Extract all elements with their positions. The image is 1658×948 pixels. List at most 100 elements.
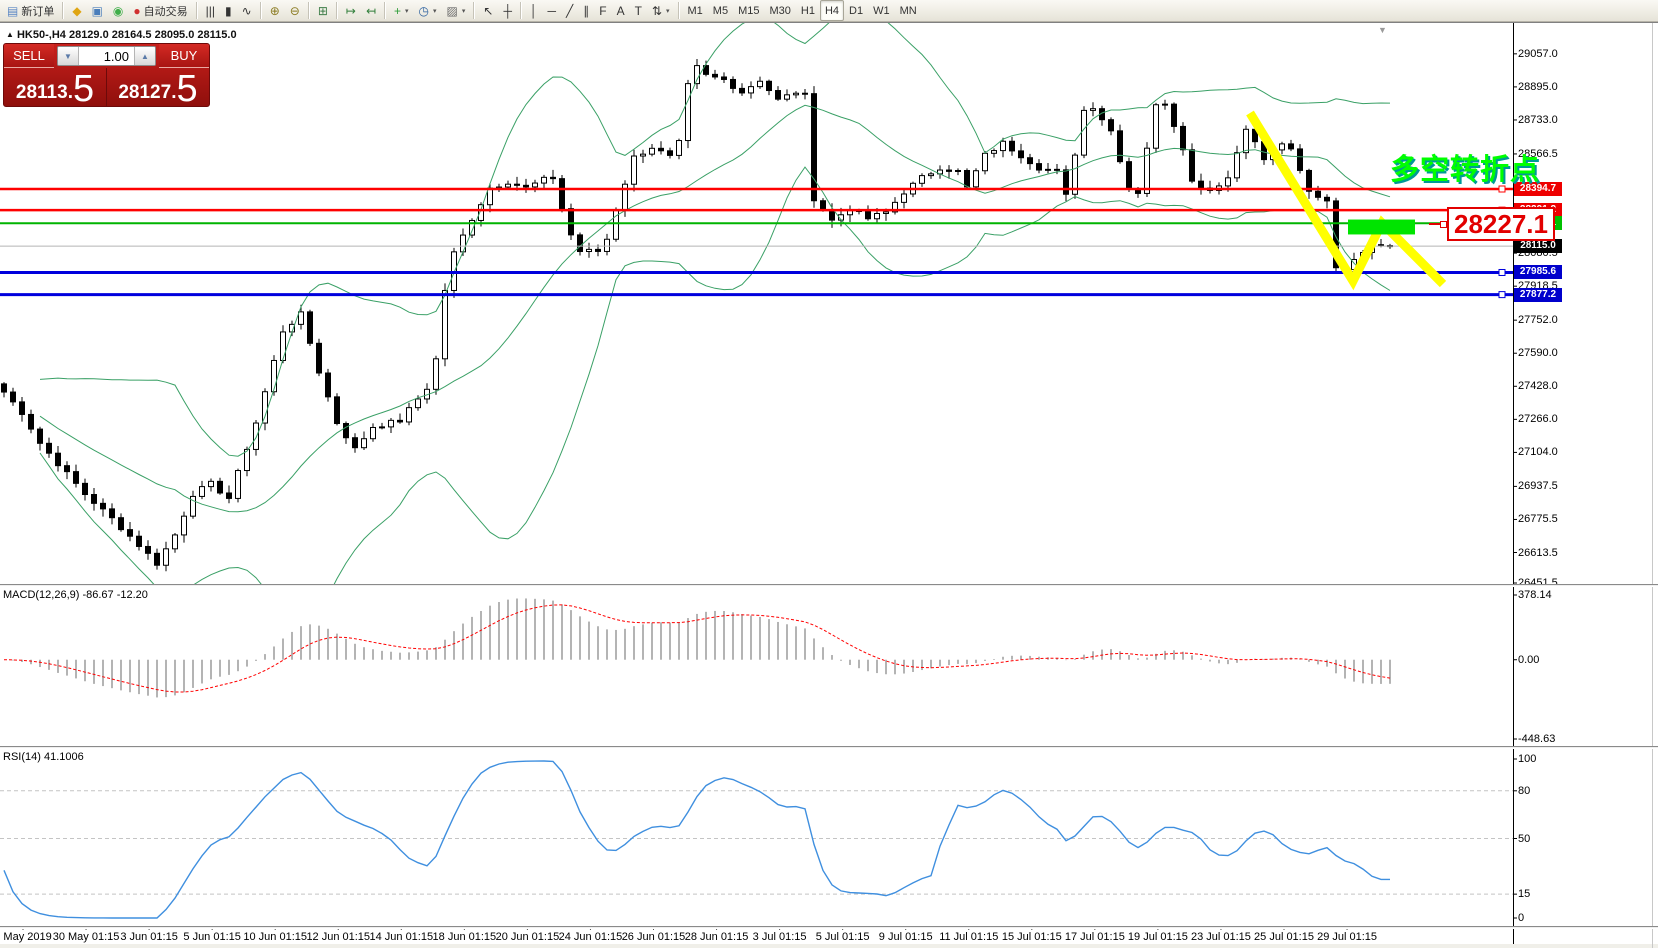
fibonacci-button[interactable]: F <box>594 0 611 21</box>
time-axis-label: 18 Jun 01:15 <box>432 931 497 943</box>
zoom-out-button[interactable]: ⊖ <box>285 0 305 21</box>
rsi-axis-tick: 50 <box>1518 832 1531 845</box>
toolbar-separator <box>195 2 198 19</box>
vertical-line-button[interactable]: │ <box>525 0 543 21</box>
timeframe-h4[interactable]: H4 <box>819 0 844 21</box>
auto-scroll-button[interactable]: ↦ <box>341 0 361 21</box>
toolbar-separator <box>259 2 262 19</box>
line-chart-button-icon: ∿ <box>241 3 252 18</box>
periods-button[interactable]: ◷ ▾ <box>414 0 442 21</box>
time-axis-label: 30 May 01:15 <box>52 931 120 943</box>
timeframe-h1[interactable]: H1 <box>796 0 820 21</box>
price-axis-tick: 26613.5 <box>1518 546 1558 559</box>
chart-window[interactable]: ▲ HK50-,H4 28129.0 28164.5 28095.0 28115… <box>0 22 1658 948</box>
horizontal-line-button[interactable]: ─ <box>542 0 561 21</box>
sell-price-main: 28113 <box>15 82 68 103</box>
arrows-button-dropdown[interactable]: ▾ <box>665 7 670 15</box>
volume-up-button[interactable]: ▲ <box>134 47 155 65</box>
candlestick-chart-button[interactable]: ▮ <box>220 0 237 21</box>
timeframe-d1[interactable]: D1 <box>844 0 868 21</box>
fibonacci-button-icon: F <box>599 3 607 18</box>
rsi-axis-tick: 15 <box>1518 888 1531 901</box>
periods-button-dropdown[interactable]: ▾ <box>433 7 437 15</box>
tile-windows-button[interactable]: ⊞ <box>313 0 333 21</box>
indicators-button[interactable]: + ▾ <box>389 0 414 21</box>
time-axis-label: 23 Jul 01:15 <box>1190 931 1251 943</box>
price-level-badge: 27985.6 <box>1514 265 1562 280</box>
window-right-edge <box>1652 23 1653 948</box>
cursor-button-icon: ↖ <box>483 3 494 18</box>
trendline-button[interactable]: ╱ <box>561 0 578 21</box>
timeframe-d1-label: D1 <box>849 4 864 17</box>
arrows-button-icon: ⇅ <box>651 3 662 18</box>
new-order-button-icon: ▤ <box>7 3 19 18</box>
indicators-button-dropdown[interactable]: ▾ <box>405 7 409 15</box>
vertical-line-button-icon: │ <box>529 3 538 18</box>
metaeditor-button[interactable]: ◆ <box>67 0 86 21</box>
volume-input[interactable]: 1.00 <box>103 48 129 64</box>
templates-button-icon: ▨ <box>446 3 458 18</box>
price-axis-tick: 28895.0 <box>1518 80 1558 93</box>
text-button[interactable]: A <box>612 0 630 21</box>
timeframe-m30[interactable]: M30 <box>764 0 795 21</box>
candlestick-chart-button-icon: ▮ <box>225 3 232 18</box>
text-label-button[interactable]: T <box>630 0 647 21</box>
pane-separator[interactable] <box>0 926 1658 929</box>
time-axis-label: 15 Jul 01:15 <box>1001 931 1062 943</box>
callout-connector <box>1429 223 1441 225</box>
timeframe-mn[interactable]: MN <box>895 0 922 21</box>
price-axis-tick: 26937.5 <box>1518 480 1558 493</box>
volume-down-button[interactable]: ▼ <box>58 47 79 65</box>
macd-axis-tick: 378.14 <box>1518 589 1552 601</box>
buy-button[interactable]: BUY <box>159 44 209 68</box>
timeframe-m1-label: M1 <box>687 4 703 17</box>
price-level-badge: 28394.7 <box>1514 182 1562 196</box>
sell-price[interactable]: 28113. 5 <box>4 68 106 106</box>
time-axis-label: 20 Jun 01:15 <box>495 931 560 943</box>
time-axis-label: 5 Jul 01:15 <box>815 931 870 943</box>
timeframe-m30-label: M30 <box>769 4 791 17</box>
templates-button-dropdown[interactable]: ▾ <box>461 7 466 15</box>
timeframe-m5-label: M5 <box>712 4 729 17</box>
timeframe-m15[interactable]: M15 <box>733 0 764 21</box>
strategy-tester-button[interactable]: ◉ <box>108 0 128 21</box>
zoom-in-button[interactable]: ⊕ <box>265 0 285 21</box>
buy-price-dot: . <box>171 82 177 103</box>
buy-price[interactable]: 28127. 5 <box>106 68 209 106</box>
timeframe-h1-label: H1 <box>800 4 815 17</box>
time-axis-label: 28 Jun 01:15 <box>684 931 749 943</box>
bar-chart-button[interactable]: ||| <box>201 0 220 21</box>
crosshair-button-icon: ┼ <box>503 3 512 18</box>
templates-button[interactable]: ▨ ▾ <box>442 0 471 21</box>
pane-separator[interactable] <box>0 584 1658 587</box>
timeframe-m1[interactable]: M1 <box>683 0 708 21</box>
time-axis-label: 25 Jul 01:15 <box>1254 931 1314 943</box>
arrows-button[interactable]: ⇅ ▾ <box>647 0 675 21</box>
chart-shift-button[interactable]: ↤ <box>361 0 381 21</box>
price-axis-tick: 29057.0 <box>1518 47 1558 60</box>
new-order-button[interactable]: ▤ 新订单 <box>2 0 59 21</box>
timeframe-w1[interactable]: W1 <box>868 0 895 21</box>
toolbar-separator <box>62 2 65 19</box>
timeframe-m5[interactable]: M5 <box>708 0 733 21</box>
cursor-button[interactable]: ↖ <box>478 0 498 21</box>
line-chart-button[interactable]: ∿ <box>237 0 257 21</box>
volume-stepper: ▼ 1.00 ▲ <box>57 46 156 66</box>
periods-button-icon: ◷ <box>418 3 430 18</box>
trendline-button-icon: ╱ <box>565 3 574 18</box>
autotrading-button[interactable]: ● 自动交易 <box>128 0 192 21</box>
price-callout-box[interactable]: 28227.1 <box>1447 207 1555 241</box>
channel-button[interactable]: ∥ <box>578 0 594 21</box>
time-axis-label: 12 Jun 01:15 <box>306 931 371 943</box>
terminal-button[interactable]: ▣ <box>87 0 108 21</box>
time-axis-label: 9 Jul 01:15 <box>878 931 933 943</box>
symbol-ohlc: 28129.0 28164.5 28095.0 28115.0 <box>68 29 237 41</box>
pane-separator[interactable] <box>0 746 1658 749</box>
symbol-name: HK50-,H4 <box>16 29 66 41</box>
crosshair-button[interactable]: ┼ <box>498 0 517 21</box>
time-axis-label: 29 Jul 01:15 <box>1317 931 1378 943</box>
price-chart-canvas[interactable] <box>0 23 1658 948</box>
sell-button[interactable]: SELL <box>4 44 54 68</box>
macd-indicator-label: MACD(12,26,9) -86.67 -12.20 <box>3 589 148 601</box>
text-button-icon: A <box>616 3 625 18</box>
